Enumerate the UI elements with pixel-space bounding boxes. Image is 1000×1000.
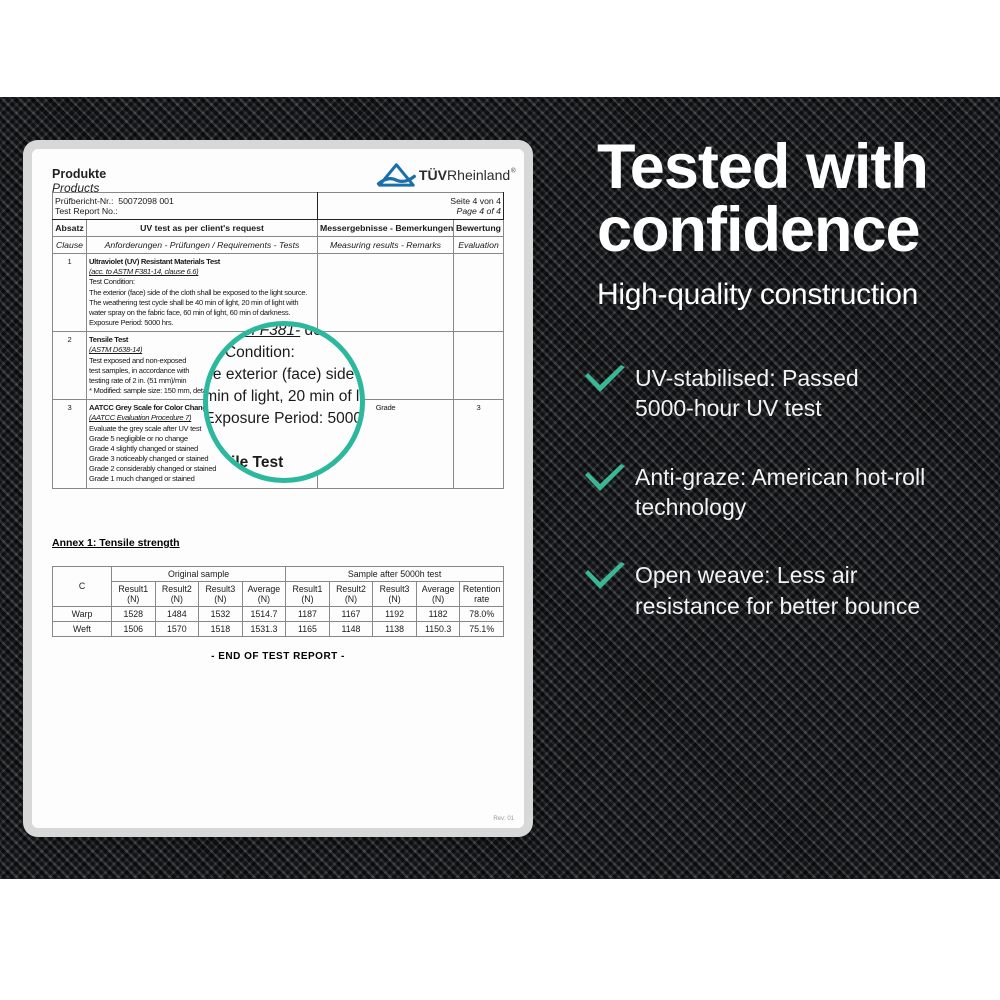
svg-text:®: ® [511, 166, 516, 174]
svg-text:TÜVRheinland: TÜVRheinland [419, 167, 510, 183]
